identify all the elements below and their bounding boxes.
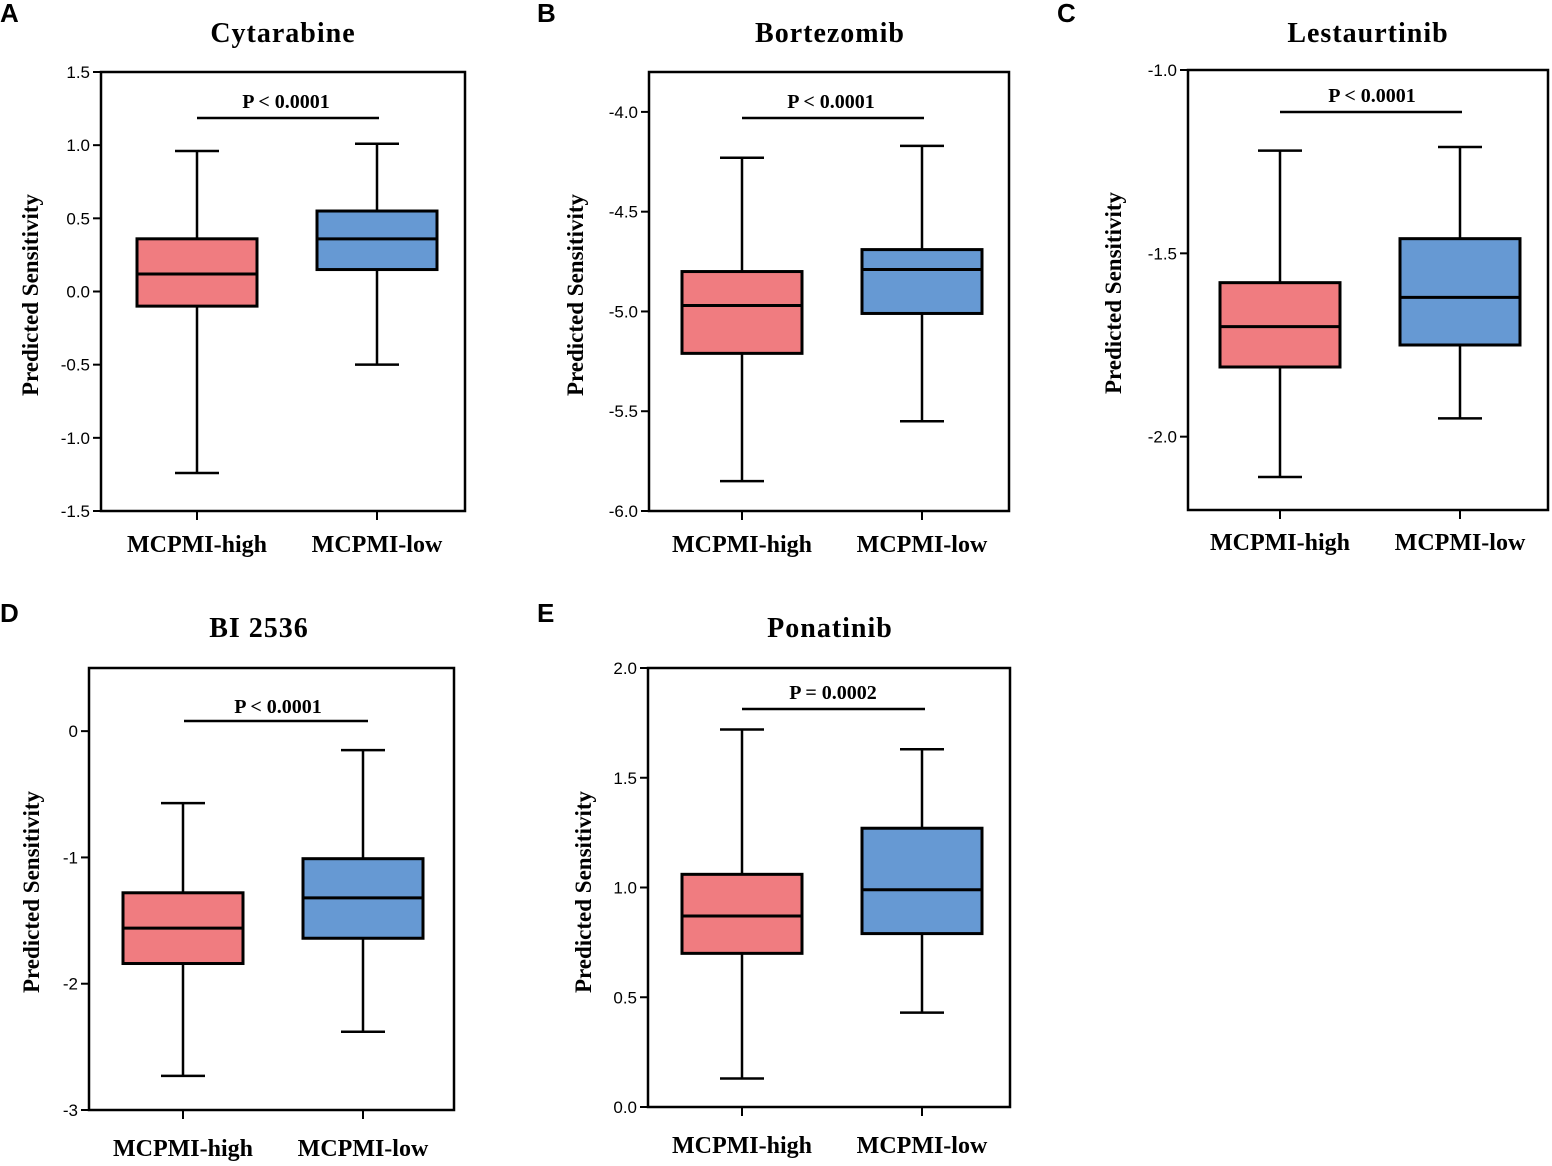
y-tick-label: -1.0 (61, 429, 90, 448)
y-axis-label: Predicted Sensitivity (571, 790, 596, 993)
panel-b: B Bortezomib Predicted Sensitivity -6.0 -5.5… (537, 0, 1011, 558)
panel-d: D BI 2536 Predicted Sensitivity -3 -2 -1 0 MCPM… (0, 598, 456, 1162)
chart-title: Cytarabine (210, 18, 355, 49)
y-axis-label: Predicted Sensitivity (1101, 191, 1126, 394)
y-tick-label: -0.5 (61, 356, 90, 375)
p-value-annotation: P < 0.0001 (242, 91, 330, 113)
x-category-label: MCPMI-high (1210, 530, 1350, 556)
y-axis-label: Predicted Sensitivity (18, 193, 43, 396)
y-tick-label: 2.0 (613, 659, 637, 678)
panel-letter: E (537, 598, 554, 628)
p-value-annotation: P = 0.0002 (789, 682, 877, 704)
y-tick-label: 0 (69, 722, 78, 741)
y-tick-label: -4.0 (609, 103, 638, 122)
x-category-label: MCPMI-high (113, 1136, 253, 1162)
y-tick-label: -3 (63, 1101, 78, 1120)
x-category-label: MCPMI-low (857, 532, 988, 558)
x-category-label: MCPMI-low (312, 532, 443, 558)
y-tick-label: 1.0 (66, 136, 90, 155)
box-mcpmi-low: MCPMI-low (312, 142, 443, 558)
y-tick-label: 0.5 (66, 209, 90, 228)
p-value-annotation: P < 0.0001 (787, 91, 875, 113)
panel-a: A Cytarabine Predicted Sensitivity -1.5 -1.0… (0, 0, 467, 558)
x-category-label: MCPMI-high (672, 532, 812, 558)
p-value-annotation: P < 0.0001 (1328, 85, 1416, 107)
chart-title: Bortezomib (755, 18, 905, 49)
y-tick-label: -2.0 (1148, 428, 1177, 447)
y-tick-label: -6.0 (609, 502, 638, 521)
iqr-box (1398, 237, 1522, 347)
box-mcpmi-low: MCPMI-low (298, 748, 429, 1162)
panel-letter: A (0, 0, 19, 28)
box-mcpmi-high: MCPMI-high (127, 149, 267, 558)
panel-letter: C (1057, 0, 1076, 28)
box-mcpmi-high: MCPMI-high (113, 801, 253, 1162)
iqr-box (1218, 281, 1342, 369)
plot-frame (87, 666, 456, 1112)
box-mcpmi-high: MCPMI-high (672, 156, 812, 558)
x-category-label: MCPMI-low (298, 1136, 429, 1162)
box-mcpmi-high: MCPMI-high (672, 728, 812, 1159)
x-category-label: MCPMI-high (127, 532, 267, 558)
box-mcpmi-low: MCPMI-low (857, 144, 988, 558)
y-tick-label: 1.0 (613, 879, 637, 898)
y-tick-label: -4.5 (609, 203, 638, 222)
y-tick-label: -5.5 (609, 402, 638, 421)
chart-title: BI 2536 (209, 613, 309, 644)
y-tick-label: -1.0 (1148, 61, 1177, 80)
y-tick-label: 0.0 (66, 283, 90, 302)
box-mcpmi-high: MCPMI-high (1210, 149, 1350, 556)
panel-letter: D (0, 598, 19, 628)
panel-c: C Lestaurtinib Predicted Sensitivity -2.0 -1… (1057, 0, 1550, 556)
y-axis-label: Predicted Sensitivity (563, 193, 588, 396)
y-tick-label: 1.5 (66, 63, 90, 82)
x-category-label: MCPMI-low (1395, 530, 1526, 556)
panel-e: E Ponatinib Predicted Sensitivity 0.0 0.5 1.0… (537, 598, 1012, 1159)
chart-title: Ponatinib (767, 613, 893, 644)
box-mcpmi-low: MCPMI-low (1395, 145, 1526, 556)
p-value-annotation: P < 0.0001 (234, 696, 322, 718)
plot-frame (1186, 68, 1550, 512)
y-tick-label: -1 (63, 848, 78, 867)
iqr-box (860, 248, 984, 315)
y-tick-label: -5.0 (609, 302, 638, 321)
chart-title: Lestaurtinib (1287, 18, 1448, 49)
y-axis-label: Predicted Sensitivity (19, 790, 44, 993)
y-tick-label: -1.5 (1148, 244, 1177, 263)
iqr-box (860, 826, 984, 936)
iqr-box (680, 872, 804, 955)
y-tick-label: 0.5 (613, 988, 637, 1007)
x-category-label: MCPMI-low (857, 1133, 988, 1159)
y-tick-label: 1.5 (613, 769, 637, 788)
panel-letter: B (537, 0, 556, 28)
y-tick-label: -1.5 (61, 502, 90, 521)
plot-frame (647, 70, 1011, 513)
iqr-box (680, 270, 804, 355)
x-category-label: MCPMI-high (672, 1133, 812, 1159)
box-mcpmi-low: MCPMI-low (857, 747, 988, 1159)
y-tick-label: 0.0 (613, 1098, 637, 1117)
y-tick-label: -2 (63, 975, 78, 994)
